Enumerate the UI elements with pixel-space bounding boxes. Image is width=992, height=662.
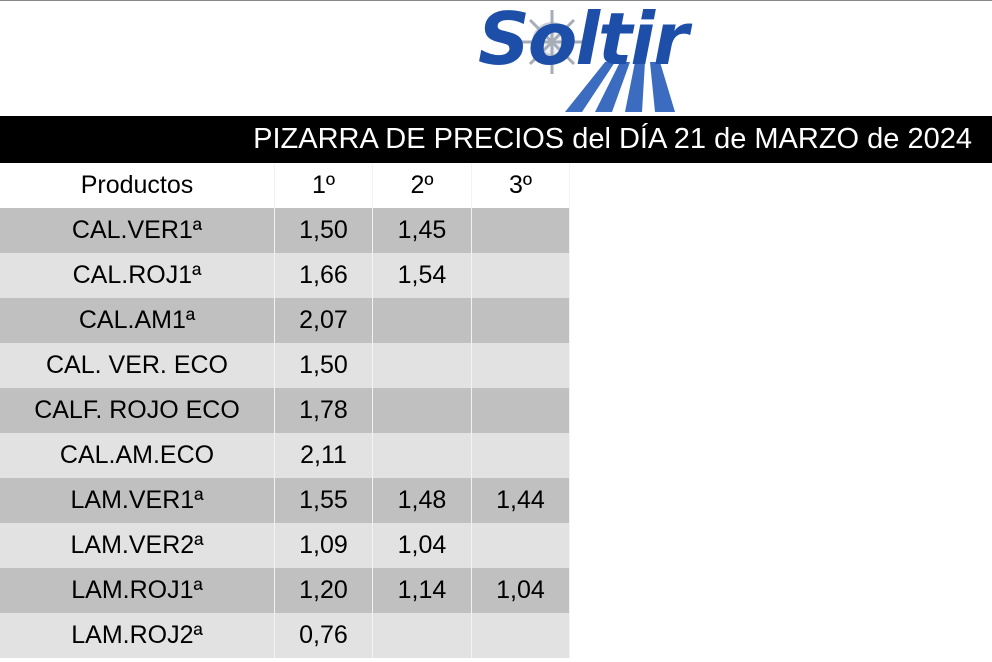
- price-table: Productos 1º 2º 3º CAL.VER1ª 1,50 1,45 CAL.ROJ…: [0, 163, 570, 658]
- price-cell: 1,04: [471, 568, 570, 613]
- logo-field: [565, 62, 675, 112]
- price-cell: [471, 253, 570, 298]
- price-cell: [471, 298, 570, 343]
- price-cell: [372, 388, 472, 433]
- price-cell: [372, 613, 472, 658]
- title-bar: PIZARRA DE PRECIOS del DÍA 21 de MARZO d…: [0, 116, 992, 163]
- price-cell: 1,55: [274, 478, 373, 523]
- price-cell: 1,45: [372, 208, 472, 253]
- table-row: CAL. VER. ECO 1,50: [0, 343, 570, 388]
- table-row: CAL.ROJ1ª 1,66 1,54: [0, 253, 570, 298]
- price-cell: 1,50: [274, 343, 373, 388]
- table-body: CAL.VER1ª 1,50 1,45 CAL.ROJ1ª 1,66 1,54 CAL.AM…: [0, 208, 570, 658]
- logo: Soltir: [478, 2, 695, 112]
- product-cell: LAM.VER2ª: [0, 523, 275, 568]
- table-row: CALF. ROJO ECO 1,78: [0, 388, 570, 433]
- column-header: 3º: [471, 163, 570, 208]
- table-row: LAM.ROJ2ª 0,76: [0, 613, 570, 658]
- price-cell: [372, 433, 472, 478]
- price-cell: 1,20: [274, 568, 373, 613]
- product-cell: LAM.ROJ1ª: [0, 568, 275, 613]
- product-cell: CAL.ROJ1ª: [0, 253, 275, 298]
- logo-text: Soltir: [478, 2, 693, 81]
- column-header: 2º: [372, 163, 472, 208]
- price-cell: 1,48: [372, 478, 472, 523]
- logo-sun: [520, 10, 584, 74]
- price-cell: 2,11: [274, 433, 373, 478]
- product-cell: LAM.VER1ª: [0, 478, 275, 523]
- price-cell: 1,78: [274, 388, 373, 433]
- table-row: CAL.AM1ª 2,07: [0, 298, 570, 343]
- table-row: LAM.VER2ª 1,09 1,04: [0, 523, 570, 568]
- table-row: LAM.VER1ª 1,55 1,48 1,44: [0, 478, 570, 523]
- table-row: CAL.VER1ª 1,50 1,45: [0, 208, 570, 253]
- title: PIZARRA DE PRECIOS del DÍA 21 de MARZO d…: [253, 123, 972, 155]
- price-cell: [471, 343, 570, 388]
- price-cell: [471, 433, 570, 478]
- price-cell: 1,09: [274, 523, 373, 568]
- product-cell: CALF. ROJO ECO: [0, 388, 275, 433]
- column-header: 1º: [274, 163, 373, 208]
- price-cell: [372, 298, 472, 343]
- top-border: [0, 0, 992, 1]
- product-cell: CAL.AM1ª: [0, 298, 275, 343]
- price-cell: 0,76: [274, 613, 373, 658]
- product-cell: LAM.ROJ2ª: [0, 613, 275, 658]
- price-cell: [471, 388, 570, 433]
- price-cell: 1,50: [274, 208, 373, 253]
- table-row: LAM.ROJ1ª 1,20 1,14 1,04: [0, 568, 570, 613]
- table-row: CAL.AM.ECO 2,11: [0, 433, 570, 478]
- column-header: Productos: [0, 163, 275, 208]
- header-row: Productos 1º 2º 3º: [0, 163, 570, 208]
- price-cell: 2,07: [274, 298, 373, 343]
- product-cell: CAL. VER. ECO: [0, 343, 275, 388]
- price-cell: [372, 343, 472, 388]
- price-cell: [471, 208, 570, 253]
- product-cell: CAL.VER1ª: [0, 208, 275, 253]
- price-cell: 1,66: [274, 253, 373, 298]
- price-cell: 1,14: [372, 568, 472, 613]
- price-cell: 1,54: [372, 253, 472, 298]
- price-cell: 1,04: [372, 523, 472, 568]
- product-cell: CAL.AM.ECO: [0, 433, 275, 478]
- price-cell: [471, 523, 570, 568]
- price-cell: 1,44: [471, 478, 570, 523]
- price-cell: [471, 613, 570, 658]
